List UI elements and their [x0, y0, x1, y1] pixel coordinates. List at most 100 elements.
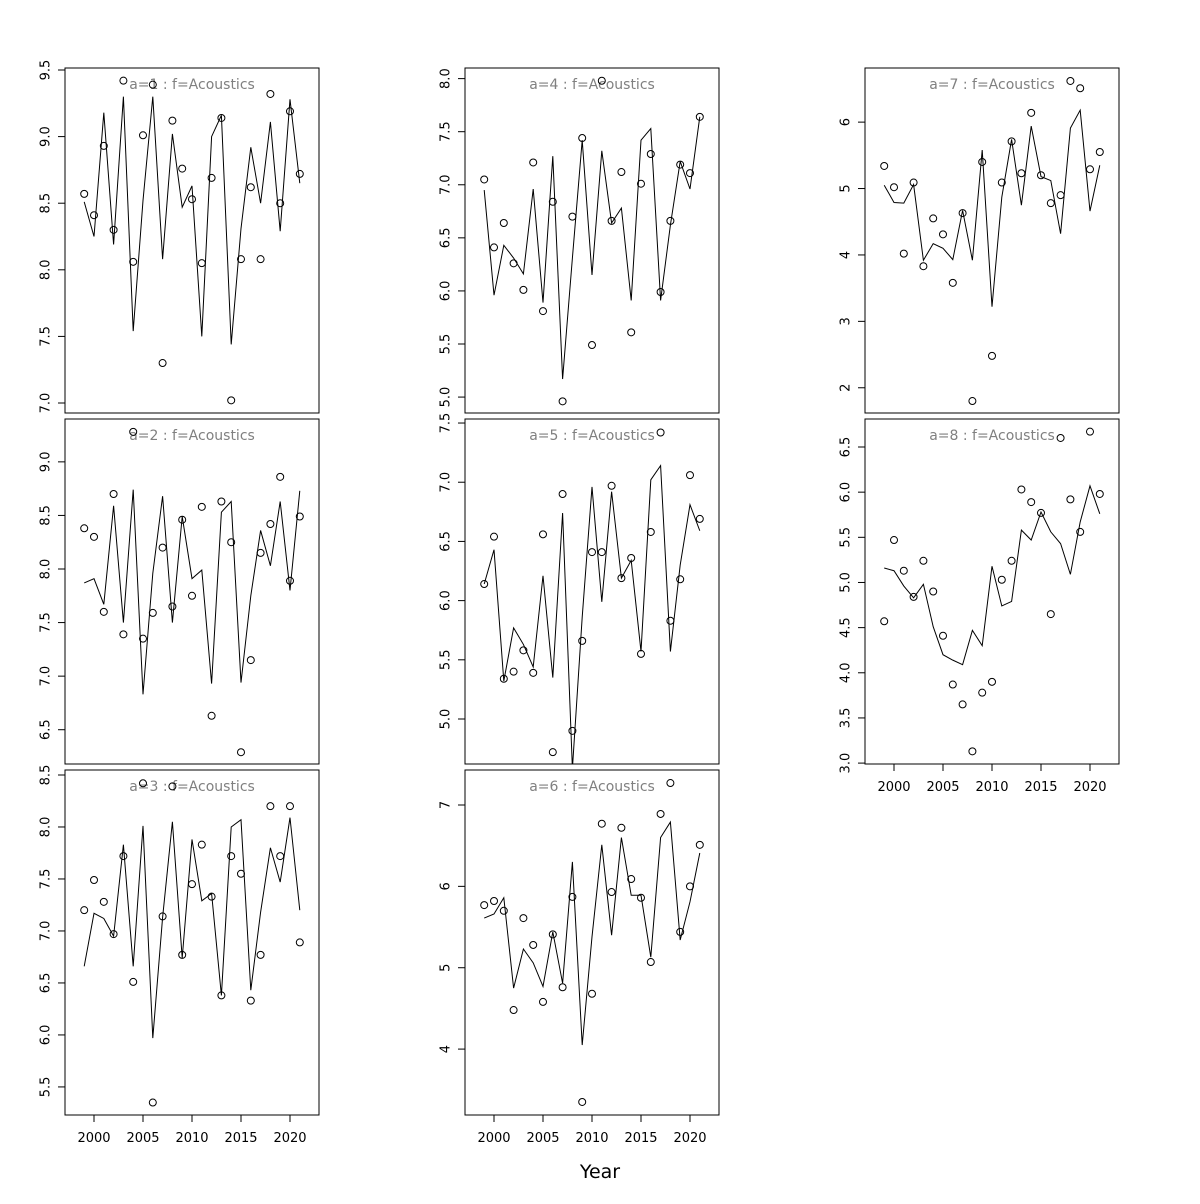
- point: [256, 548, 265, 557]
- point: [148, 608, 157, 617]
- panel-border: [464, 418, 720, 765]
- point: [499, 218, 508, 227]
- x-tick-label: 2000: [477, 1131, 510, 1146]
- point: [285, 576, 294, 585]
- point: [188, 195, 196, 204]
- point: [197, 502, 206, 511]
- y-tick-label: 7.5: [439, 413, 454, 434]
- point: [685, 471, 694, 480]
- y-tick-label: 6.0: [39, 1025, 54, 1046]
- point: [158, 359, 167, 368]
- point: [188, 591, 196, 600]
- point: [266, 89, 275, 98]
- point: [1007, 556, 1016, 565]
- y-tick-label: 7.0: [39, 666, 54, 687]
- point: [578, 134, 587, 143]
- point: [119, 76, 128, 85]
- point: [948, 680, 957, 689]
- y-tick-label: 7.0: [39, 921, 54, 942]
- fitted-line: [484, 820, 701, 1046]
- y-tick-label: 9.0: [39, 126, 54, 147]
- y-tick-label: 8.0: [39, 259, 54, 280]
- y-tick-label: 6.0: [839, 482, 854, 503]
- point: [685, 882, 694, 891]
- point: [558, 490, 567, 499]
- point: [695, 840, 704, 849]
- point: [578, 1097, 587, 1106]
- panel: a=8 : f=Acoustics 3.0 3.5 4.0 4.5 5.0 5.5 6.0 6.…: [839, 418, 1120, 795]
- panel-title: a=3 : f=Acoustics: [129, 779, 255, 795]
- point: [109, 490, 118, 498]
- point: [978, 688, 987, 697]
- point: [646, 527, 655, 536]
- point: [90, 532, 99, 541]
- point: [539, 997, 548, 1006]
- point: [890, 183, 899, 192]
- y-tick-label: 4: [439, 1045, 454, 1053]
- point: [1017, 169, 1026, 178]
- point: [588, 548, 596, 557]
- point: [958, 700, 967, 709]
- point: [109, 225, 118, 234]
- y-tick-label: 3.5: [839, 708, 854, 729]
- point: [139, 634, 148, 643]
- point: [1066, 76, 1075, 85]
- y-tick-label: 8.5: [39, 193, 54, 214]
- point: [490, 897, 499, 906]
- panel-title: a=4 : f=Acoustics: [529, 77, 655, 93]
- point: [188, 880, 196, 889]
- point: [656, 428, 665, 437]
- y-tick-label: 6: [439, 882, 454, 890]
- panel-border: [64, 67, 320, 414]
- point: [666, 216, 675, 225]
- point: [509, 259, 518, 268]
- point: [676, 575, 685, 584]
- x-tick-label: 2015: [224, 1131, 257, 1146]
- point: [890, 536, 899, 545]
- point: [656, 809, 665, 818]
- y-tick-label: 5.5: [439, 334, 454, 355]
- point: [1027, 498, 1036, 507]
- point: [636, 649, 645, 658]
- point: [997, 178, 1006, 187]
- point: [1036, 171, 1045, 180]
- point: [988, 677, 996, 686]
- point: [1085, 165, 1094, 174]
- point: [236, 869, 245, 878]
- point: [627, 875, 636, 884]
- point: [99, 607, 108, 616]
- point: [909, 592, 918, 601]
- y-tick-label: 5.0: [839, 572, 854, 593]
- y-tick-label: 8.0: [439, 68, 454, 89]
- y-tick-label: 9.0: [39, 452, 54, 473]
- panel-border: [464, 769, 720, 1116]
- point: [1017, 485, 1026, 494]
- point: [1056, 433, 1065, 442]
- point: [919, 556, 928, 565]
- point: [666, 616, 675, 625]
- point: [666, 779, 675, 788]
- point: [490, 243, 499, 252]
- x-tick-label: 2020: [673, 1131, 706, 1146]
- point: [529, 158, 538, 167]
- point: [246, 996, 255, 1005]
- point: [509, 1006, 518, 1015]
- plot-area: [880, 427, 1104, 756]
- point: [1027, 108, 1036, 117]
- y-tick-label: 2: [839, 384, 854, 392]
- point: [597, 819, 606, 828]
- y-tick-label: 7.5: [39, 869, 54, 890]
- point: [236, 748, 245, 757]
- y-tick-label: 6.5: [39, 973, 54, 994]
- point: [295, 512, 304, 521]
- point: [80, 524, 89, 533]
- point: [617, 574, 626, 583]
- point: [588, 989, 596, 998]
- point: [627, 328, 636, 337]
- x-tick-label: 2000: [77, 1131, 110, 1146]
- point: [578, 636, 587, 645]
- point: [276, 199, 285, 208]
- point: [480, 175, 489, 184]
- point: [968, 397, 977, 406]
- x-tick-label: 2010: [975, 780, 1008, 795]
